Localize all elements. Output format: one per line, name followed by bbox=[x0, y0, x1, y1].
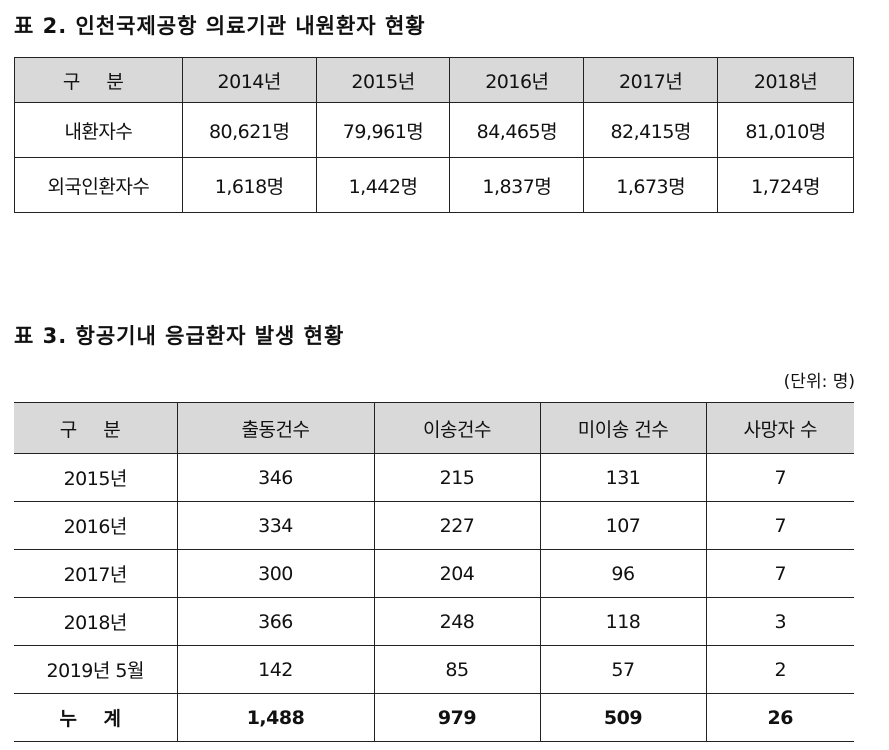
table-row: 외국인환자수 1,618명 1,442명 1,837명 1,673명 1,724… bbox=[14, 157, 854, 213]
cell-value: 81,010명 bbox=[717, 102, 854, 158]
cell-value: 142 bbox=[176, 645, 374, 694]
cell-value: 107 bbox=[539, 501, 706, 550]
header-2014: 2014년 bbox=[181, 57, 317, 103]
total-value: 26 bbox=[705, 693, 854, 742]
row-label: 2019년 5월 bbox=[14, 645, 177, 694]
cell-value: 300 bbox=[176, 549, 374, 598]
cell-value: 334 bbox=[176, 501, 374, 550]
header-2015: 2015년 bbox=[315, 57, 451, 103]
cell-value: 1,673명 bbox=[583, 157, 719, 213]
cell-value: 1,837명 bbox=[449, 157, 585, 213]
total-value: 979 bbox=[373, 693, 540, 742]
row-label: 2015년 bbox=[14, 453, 177, 502]
table-row: 2017년 300 204 96 7 bbox=[14, 549, 854, 598]
patient-visits-table: 구 분 2014년 2015년 2016년 2017년 2018년 내환자수 8… bbox=[14, 57, 854, 213]
table3-title: 표 3. 항공기내 응급환자 발생 현황 bbox=[14, 324, 345, 348]
total-value: 509 bbox=[539, 693, 706, 742]
header-2018: 2018년 bbox=[717, 57, 854, 103]
cell-value: 366 bbox=[176, 597, 374, 646]
cell-value: 1,724명 bbox=[717, 157, 854, 213]
cell-value: 1,618명 bbox=[181, 157, 317, 213]
cell-value: 204 bbox=[373, 549, 540, 598]
cell-value: 7 bbox=[705, 501, 854, 550]
table-row: 2015년 346 215 131 7 bbox=[14, 453, 854, 502]
cell-value: 57 bbox=[539, 645, 706, 694]
row-label: 내환자수 bbox=[14, 102, 183, 158]
cell-value: 96 bbox=[539, 549, 706, 598]
table-row: 2019년 5월 142 85 57 2 bbox=[14, 645, 854, 694]
header-deaths: 사망자 수 bbox=[705, 402, 854, 454]
cell-value: 7 bbox=[705, 549, 854, 598]
cell-value: 79,961명 bbox=[315, 102, 451, 158]
inflight-emergency-table: 구 분 출동건수 이송건수 미이송 건수 사망자 수 2015년 346 215… bbox=[14, 402, 854, 742]
header-transfers: 이송건수 bbox=[373, 402, 540, 454]
cell-value: 85 bbox=[373, 645, 540, 694]
cell-value: 215 bbox=[373, 453, 540, 502]
row-label: 2016년 bbox=[14, 501, 177, 550]
row-label: 외국인환자수 bbox=[14, 157, 183, 213]
cell-value: 118 bbox=[539, 597, 706, 646]
header-2016: 2016년 bbox=[449, 57, 585, 103]
row-label: 2018년 bbox=[14, 597, 177, 646]
header-2017: 2017년 bbox=[583, 57, 719, 103]
cell-value: 227 bbox=[373, 501, 540, 550]
total-row: 누 계 1,488 979 509 26 bbox=[14, 693, 854, 742]
table-header-row: 구 분 출동건수 이송건수 미이송 건수 사망자 수 bbox=[14, 402, 854, 454]
total-label: 누 계 bbox=[14, 693, 177, 742]
table-row: 내환자수 80,621명 79,961명 84,465명 82,415명 81,… bbox=[14, 102, 854, 158]
table-row: 2016년 334 227 107 7 bbox=[14, 501, 854, 550]
cell-value: 346 bbox=[176, 453, 374, 502]
cell-value: 7 bbox=[705, 453, 854, 502]
cell-value: 248 bbox=[373, 597, 540, 646]
cell-value: 1,442명 bbox=[315, 157, 451, 213]
cell-value: 84,465명 bbox=[449, 102, 585, 158]
cell-value: 82,415명 bbox=[583, 102, 719, 158]
header-category: 구 분 bbox=[14, 57, 183, 103]
cell-value: 3 bbox=[705, 597, 854, 646]
table-row: 2018년 366 248 118 3 bbox=[14, 597, 854, 646]
unit-label: (단위: 명) bbox=[783, 372, 855, 392]
header-category: 구 분 bbox=[14, 402, 177, 454]
cell-value: 80,621명 bbox=[181, 102, 317, 158]
row-label: 2017년 bbox=[14, 549, 177, 598]
cell-value: 131 bbox=[539, 453, 706, 502]
header-dispatches: 출동건수 bbox=[176, 402, 374, 454]
table-header-row: 구 분 2014년 2015년 2016년 2017년 2018년 bbox=[14, 57, 854, 103]
table2-title: 표 2. 인천국제공항 의료기관 내원환자 현황 bbox=[14, 14, 426, 38]
cell-value: 2 bbox=[705, 645, 854, 694]
header-non-transfers: 미이송 건수 bbox=[539, 402, 706, 454]
total-value: 1,488 bbox=[176, 693, 374, 742]
